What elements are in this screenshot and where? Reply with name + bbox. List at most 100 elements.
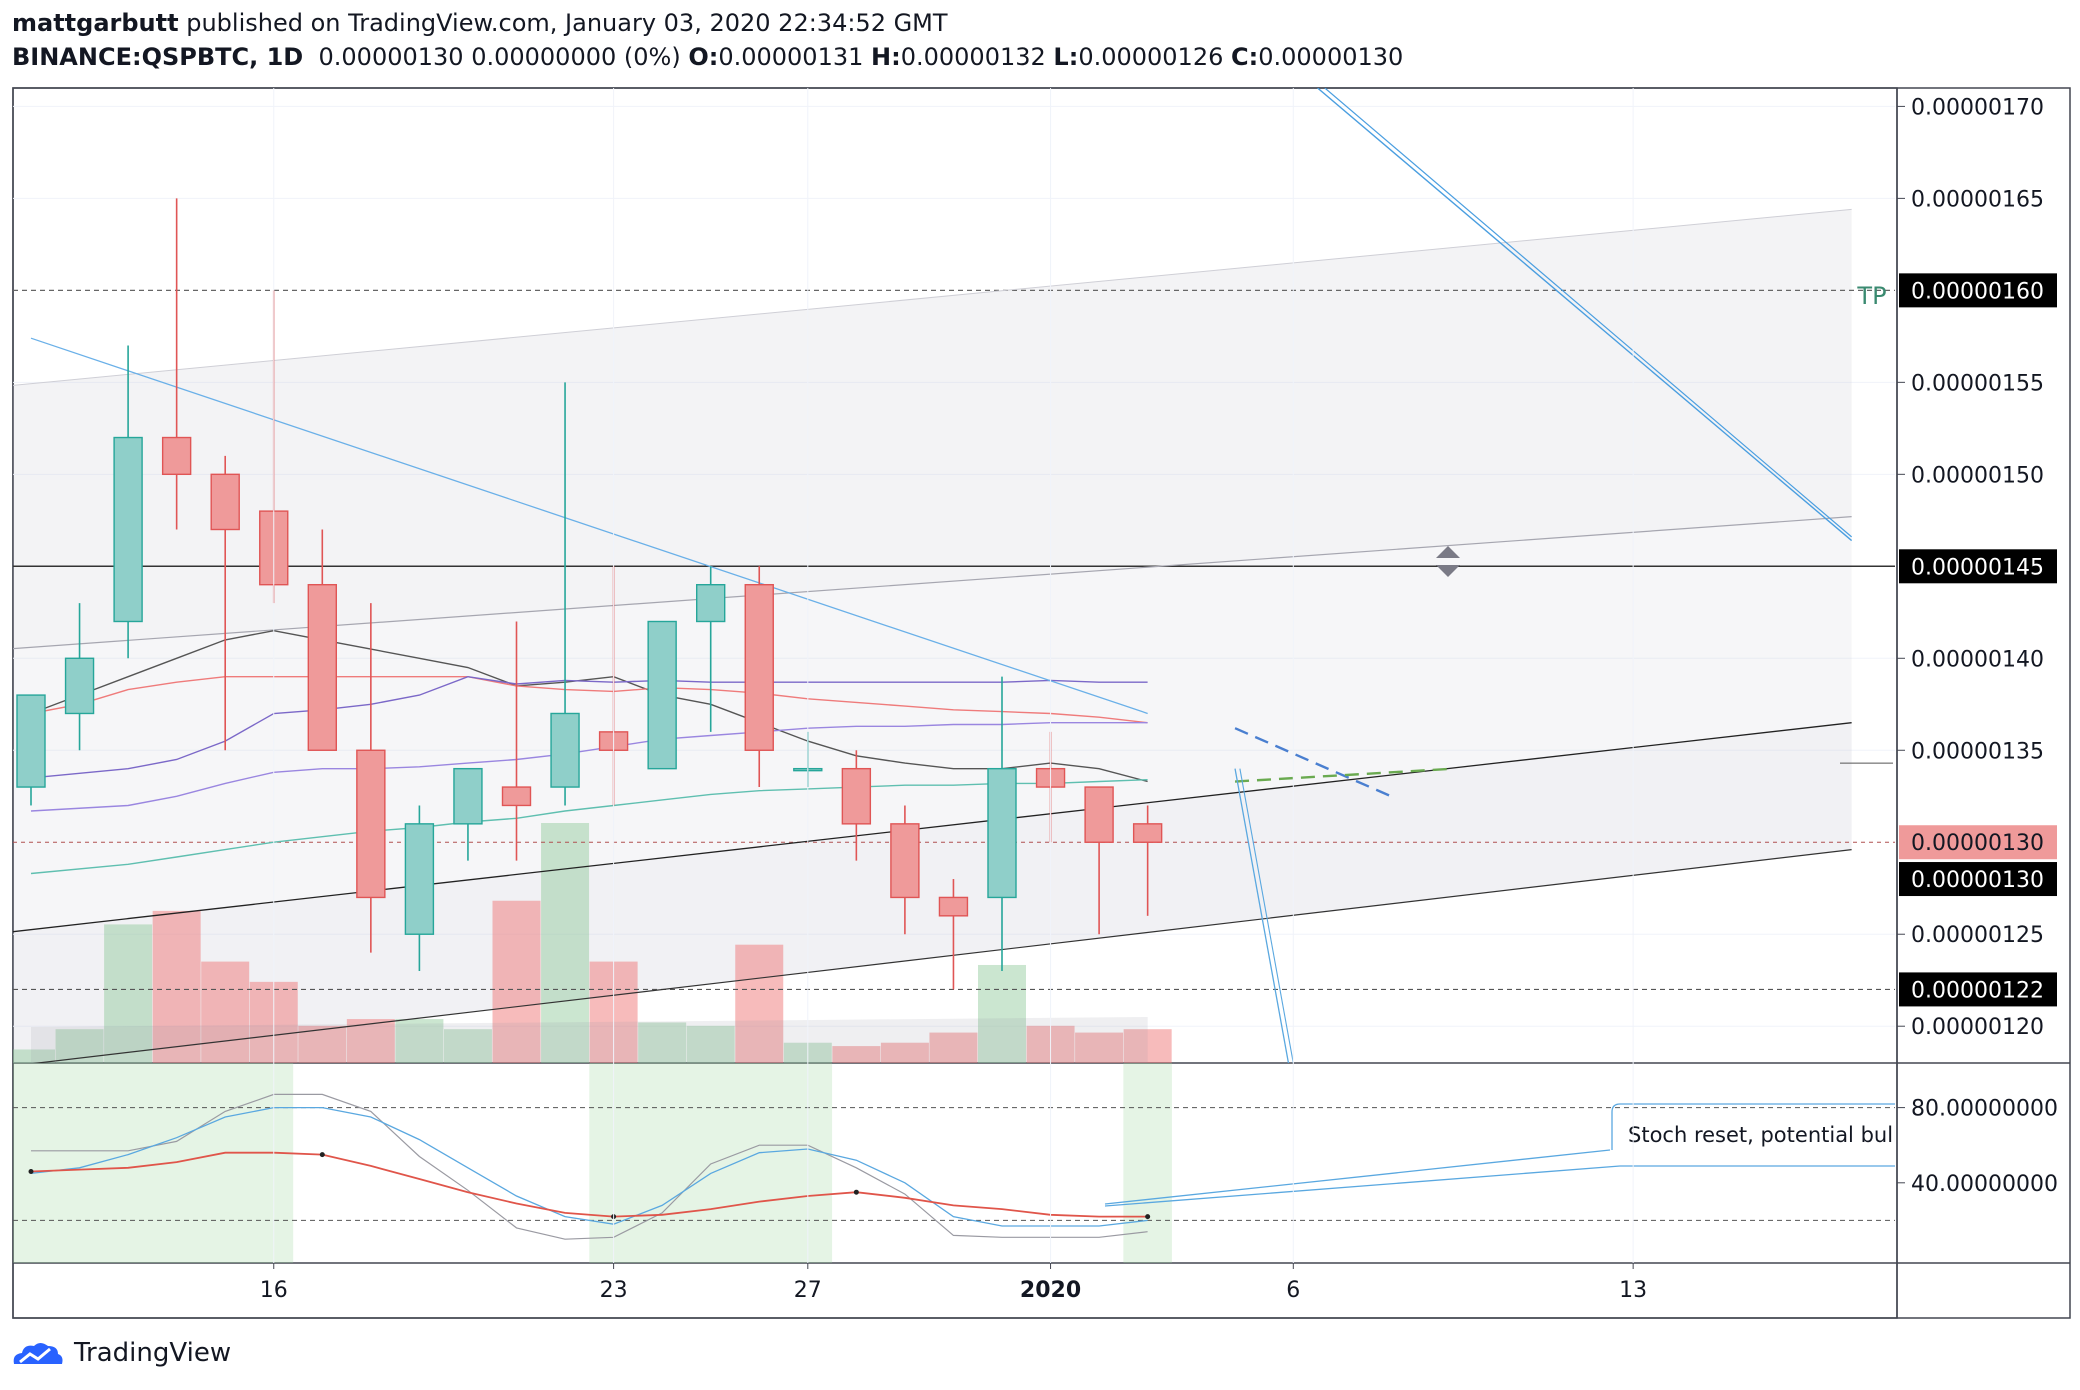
note-pointer-b bbox=[1104, 1165, 1621, 1207]
note-pointer-a bbox=[1104, 1149, 1611, 1205]
candle-body bbox=[307, 583, 337, 751]
channel-upper-fill bbox=[13, 209, 1852, 649]
price-tick-label: 0.00000170 bbox=[1911, 95, 2044, 120]
downtrend-line bbox=[30, 337, 1148, 715]
open-value: 0.00000131 bbox=[718, 43, 864, 71]
price-tick-label: 0.00000125 bbox=[1911, 923, 2044, 948]
stoch-slow-line bbox=[31, 1093, 1148, 1240]
stoch-shade bbox=[13, 1063, 294, 1263]
price-badge-label: 0.00000130 bbox=[1911, 868, 2044, 893]
projection-drop-line-a bbox=[1234, 768, 1290, 1063]
volume-bar bbox=[152, 910, 201, 1063]
volume-bar bbox=[832, 1046, 881, 1063]
close-label: C: bbox=[1231, 43, 1259, 71]
symbol-label[interactable]: BINANCE:QSPBTC, 1D bbox=[12, 43, 304, 71]
volume-bar bbox=[541, 823, 590, 1063]
price-tick-label: 0.00000155 bbox=[1911, 371, 2044, 396]
stoch-k-line bbox=[30, 1106, 1148, 1227]
candle-body bbox=[1132, 823, 1163, 843]
price-badge-label: 0.00000122 bbox=[1911, 978, 2044, 1003]
price-tick-label: 0.00000150 bbox=[1911, 463, 2044, 488]
volume-bar bbox=[13, 1049, 55, 1063]
low-label: L: bbox=[1053, 43, 1079, 71]
price-badge bbox=[1899, 972, 2057, 1007]
tradingview-brand: TradingView bbox=[74, 1338, 232, 1368]
candle-body bbox=[210, 473, 240, 531]
channel-lower-line bbox=[13, 722, 1852, 933]
open-label: O: bbox=[688, 43, 719, 71]
price-tick-label: 0.00000135 bbox=[1911, 739, 2044, 764]
channel-bottom-line bbox=[32, 849, 1852, 1063]
stoch-shade bbox=[1123, 1063, 1172, 1263]
candle-body bbox=[841, 767, 872, 825]
cloud-icon bbox=[13, 1343, 63, 1364]
projection-drop-line-b bbox=[1239, 768, 1294, 1063]
time-tick-label: 6 bbox=[1286, 1278, 1300, 1303]
candle-body bbox=[356, 749, 386, 899]
candle-body bbox=[113, 436, 143, 623]
candle-body bbox=[404, 823, 435, 935]
price-tick-label: 0.00000120 bbox=[1911, 1015, 2044, 1040]
projection-dashed-green bbox=[1234, 767, 1454, 783]
stoch-tick-label: 40.00000000 bbox=[1911, 1172, 2058, 1197]
volume-bar bbox=[201, 961, 250, 1063]
candle-body bbox=[161, 436, 192, 476]
price-badge bbox=[1899, 273, 2057, 308]
steep-trend-line-a bbox=[1317, 88, 1853, 542]
drag-handle-icon bbox=[1436, 546, 1460, 577]
stoch-pivot-dot bbox=[1145, 1214, 1151, 1220]
stoch-tick-label: 80.00000000 bbox=[1911, 1097, 2058, 1122]
price-tick-label: 0.00000140 bbox=[1911, 647, 2044, 672]
volume-bar bbox=[735, 944, 784, 1063]
close-value: 0.00000130 bbox=[1258, 43, 1404, 71]
tp-label: TP bbox=[1856, 282, 1886, 310]
candle-body bbox=[550, 712, 580, 788]
candle-body bbox=[501, 786, 532, 807]
stoch-pane: Stoch reset, potential bull bbox=[13, 1063, 1895, 1263]
high-label: H: bbox=[871, 43, 901, 71]
price-badge bbox=[1899, 825, 2057, 860]
candle-body bbox=[696, 583, 726, 623]
tradingview-logo[interactable]: TradingView bbox=[10, 1338, 231, 1368]
volume-bar bbox=[880, 1042, 929, 1063]
volume-average-area bbox=[31, 1017, 1148, 1063]
volume-bar bbox=[346, 1019, 395, 1063]
stoch-pivot-dot bbox=[28, 1169, 34, 1175]
note-box bbox=[1611, 1103, 1895, 1167]
candle-body bbox=[453, 767, 483, 825]
projection-dashed-blue bbox=[1234, 727, 1396, 800]
candle-body bbox=[744, 583, 774, 751]
volume-bar bbox=[1075, 1032, 1124, 1063]
volume-bar bbox=[492, 900, 541, 1063]
time-tick-label: 23 bbox=[600, 1278, 628, 1303]
time-tick-label: 2020 bbox=[1020, 1278, 1081, 1303]
time-tick-label: 16 bbox=[260, 1278, 288, 1303]
candle-body bbox=[16, 694, 46, 788]
volume-bar bbox=[443, 1029, 492, 1063]
publish-line: mattgarbutt published on TradingView.com… bbox=[12, 8, 1403, 38]
price-badge-label: 0.00000145 bbox=[1911, 555, 2044, 580]
volume-bar bbox=[638, 1022, 687, 1063]
candle-body bbox=[938, 896, 969, 917]
time-tick-label: 27 bbox=[794, 1278, 822, 1303]
candle-body bbox=[647, 620, 677, 770]
channel-top-line bbox=[13, 208, 1852, 386]
stoch-shade bbox=[589, 1063, 833, 1263]
price-tick-label: 0.00000165 bbox=[1911, 187, 2044, 212]
main-pane: TP bbox=[13, 88, 1895, 1063]
stoch-d-line bbox=[30, 1151, 1148, 1218]
published-text: published on TradingView.com, January 03… bbox=[186, 9, 948, 37]
author-name[interactable]: mattgarbutt bbox=[12, 9, 179, 37]
candle-body bbox=[64, 657, 95, 715]
price-change: 0.00000000 (0%) bbox=[471, 43, 681, 71]
volume-bar bbox=[929, 1032, 978, 1063]
stoch-pivot-dot bbox=[319, 1152, 325, 1158]
volume-bar bbox=[1123, 1029, 1172, 1063]
volume-bar bbox=[395, 1019, 444, 1063]
high-value: 0.00000132 bbox=[900, 43, 1046, 71]
candle-body bbox=[890, 823, 920, 899]
volume-bar bbox=[978, 964, 1026, 1063]
stoch-pivot-dot bbox=[853, 1189, 859, 1195]
price-badge bbox=[1899, 862, 2057, 897]
